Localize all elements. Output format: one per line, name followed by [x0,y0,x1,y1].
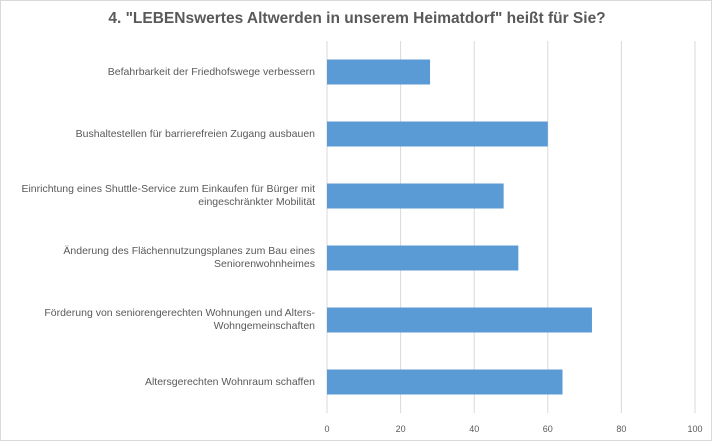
category-label: Förderung von seniorengerechten Wohnunge… [44,307,315,332]
chart-title: 4. "LEBENswertes Altwerden in unserem He… [108,10,606,27]
category-label: Bushaltestellen für barrierefreien Zugan… [75,127,315,140]
bar [327,307,592,333]
bar [327,59,431,85]
x-tick-label: 20 [396,424,406,434]
x-tick-label: 60 [543,424,553,434]
category-label: Einrichtung eines Shuttle-Service zum Ei… [21,183,315,208]
x-tick-label: 0 [324,424,329,434]
bar [327,245,519,271]
bar [327,369,563,395]
bar [327,183,504,209]
x-tick-label: 80 [616,424,626,434]
x-tick-label: 40 [469,424,479,434]
bar [327,121,548,147]
category-label: Befahrbarkeit der Friedhofswege verbesse… [107,65,315,78]
category-label: Änderung des Flächennutzungsplanes zum B… [63,245,315,270]
category-label: Altersgerechten Wohnraum schaffen [144,375,315,388]
x-tick-label: 100 [687,424,702,434]
